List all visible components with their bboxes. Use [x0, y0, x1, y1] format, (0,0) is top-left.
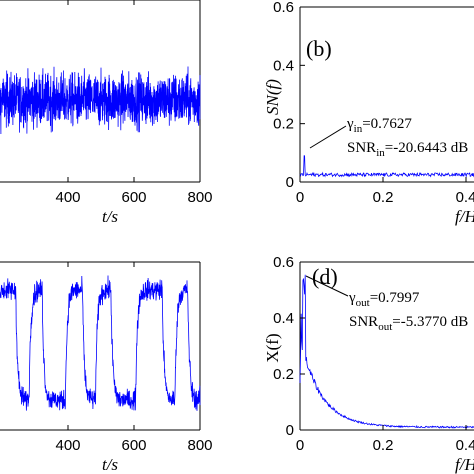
panel-d-ylabel: X(f) — [263, 333, 282, 362]
panel-b-letter: (b) — [306, 36, 332, 61]
y-tick-label: 0.6 — [273, 254, 294, 271]
panel-c-series-line — [0, 275, 201, 411]
panel-d-annotation-arrow — [305, 275, 349, 297]
x-tick-label: 0.2 — [373, 189, 394, 206]
panel-c: 400 600 800 t/s — [0, 261, 213, 474]
x-tick-label: 0 — [296, 437, 304, 454]
panel-a-series-line — [0, 66, 201, 135]
y-tick-label: 0.2 — [273, 366, 294, 383]
x-tick-label: 0.2 — [373, 437, 394, 454]
y-tick-label: 0.6 — [273, 0, 294, 16]
panel-b-series-line — [299, 155, 474, 178]
y-tick-label: 0.4 — [273, 310, 294, 327]
x-tick-label: 0.4 — [456, 437, 474, 454]
panel-b-xlabel: f/Hz — [455, 207, 474, 226]
x-tick-label: 400 — [55, 437, 80, 454]
y-tick-label: 0 — [286, 174, 294, 191]
x-tick-label: 600 — [121, 437, 146, 454]
panel-a: 400 600 800 t/s — [0, 0, 213, 226]
x-tick-label: 400 — [55, 189, 80, 206]
panel-b-annotation-arrow — [309, 125, 347, 149]
panel-b-ylabel: SN(f) — [263, 79, 282, 115]
x-tick-label: 800 — [187, 437, 212, 454]
panel-d-series-line — [299, 274, 474, 429]
panel-b: 0 0.2 0.4 0 0.2 0.4 0.6 (b) SN(f) f/Hz γin=0.7… — [263, 0, 474, 226]
x-tick-label: 0 — [296, 189, 304, 206]
y-tick-label: 0 — [286, 422, 294, 439]
y-tick-label: 0.2 — [273, 116, 294, 133]
panel-c-xlabel: t/s — [102, 455, 118, 474]
panel-b-snr-annotation: SNRin=-20.6443 dB — [347, 140, 468, 159]
panel-d-snr-annotation: SNRout=-5.3770 dB — [349, 314, 468, 333]
panel-d-xlabel: f/Hz — [455, 455, 474, 474]
panel-d: 00.20.400.20.40.6 (d) X(f) f/Hz γout=0.7… — [263, 254, 474, 474]
panel-d-gamma-annotation: γout=0.7997 — [348, 290, 420, 309]
y-tick-label: 0.4 — [273, 57, 294, 74]
x-tick-label: 600 — [121, 189, 146, 206]
panel-b-gamma-annotation: γin=0.7627 — [346, 116, 412, 135]
x-tick-label: 0.4 — [456, 189, 474, 206]
x-tick-label: 800 — [187, 189, 212, 206]
panel-a-xlabel: t/s — [102, 207, 118, 226]
